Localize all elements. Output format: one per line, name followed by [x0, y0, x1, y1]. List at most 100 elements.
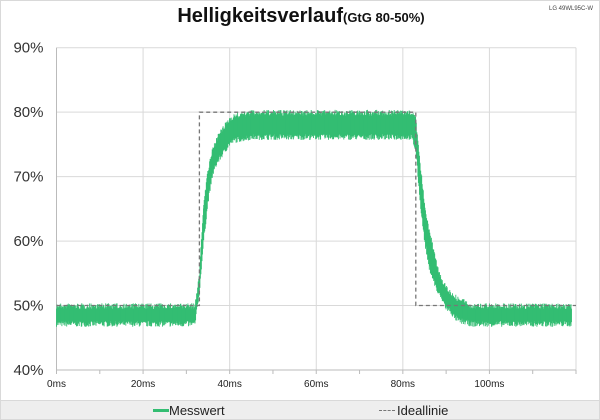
messwert-segment — [159, 303, 166, 327]
messwert-segment — [532, 303, 538, 327]
messwert-segment — [545, 303, 551, 327]
x-tick-label: 60ms — [304, 379, 328, 390]
messwert-segment — [103, 303, 109, 327]
messwert-segment — [276, 110, 282, 140]
messwert-segment — [194, 275, 200, 324]
messwert-segment — [437, 267, 443, 299]
messwert-segment — [454, 294, 460, 321]
y-tick-label: 80% — [13, 104, 43, 121]
messwert-segment — [510, 303, 516, 326]
messwert-segment — [168, 303, 174, 327]
title-sub: (GtG 80-50%) — [342, 10, 425, 25]
messwert-segment — [350, 110, 356, 139]
messwert-segment — [298, 110, 304, 140]
messwert-segment — [211, 138, 217, 178]
messwert-segment — [363, 109, 369, 140]
x-tick-label: 40ms — [217, 379, 241, 390]
messwert-segment — [77, 303, 83, 327]
messwert-segment — [56, 303, 62, 327]
messwert-segment — [108, 304, 114, 327]
messwert-segment — [155, 303, 161, 327]
messwert-segment — [142, 303, 148, 327]
messwert-segment — [281, 110, 287, 139]
series-ideallinie — [56, 111, 576, 307]
messwert-segment — [380, 110, 386, 140]
y-tick-label: 70% — [13, 169, 43, 186]
messwert-segment — [116, 303, 122, 326]
title-main: Helligkeitsverlauf — [177, 5, 343, 27]
messwert-segment — [337, 111, 343, 140]
messwert-segment — [90, 305, 96, 326]
messwert-segment — [549, 303, 555, 327]
messwert-segment — [523, 303, 529, 326]
legend-swatch-ideallinie — [379, 410, 395, 411]
messwert-segment — [341, 111, 347, 140]
messwert-segment — [263, 110, 269, 140]
messwert-segment — [99, 303, 105, 326]
ideallinie-line — [56, 111, 576, 307]
legend-label-ideallinie: Ideallinie — [397, 403, 449, 418]
messwert-segment — [354, 110, 360, 140]
messwert-segment — [86, 303, 92, 327]
y-tick-label: 40% — [13, 362, 43, 379]
messwert-segment — [346, 110, 352, 140]
messwert-segment — [411, 113, 417, 149]
legend-label-messwert: Messwert — [169, 403, 225, 418]
messwert-segment — [540, 303, 546, 327]
legend-swatch-messwert — [153, 409, 169, 412]
messwert-segment — [151, 304, 157, 327]
y-tick-label: 90% — [13, 40, 43, 57]
messwert-segment — [527, 303, 533, 327]
messwert-segment — [480, 304, 486, 327]
messwert-segment — [484, 303, 490, 327]
messwert-segment — [207, 149, 213, 202]
messwert-segment — [181, 304, 187, 327]
messwert-segment — [359, 110, 365, 139]
messwert-segment — [250, 110, 256, 140]
messwert-segment — [315, 110, 321, 140]
messwert-segment — [415, 121, 421, 201]
messwert-segment — [64, 303, 70, 327]
messwert-segment — [467, 304, 473, 327]
messwert-segment — [328, 110, 334, 140]
messwert-segment — [129, 303, 135, 327]
messwert-segment — [402, 111, 408, 140]
messwert-segment — [307, 110, 313, 140]
messwert-segment — [190, 303, 196, 325]
messwert-segment — [324, 111, 330, 140]
messwert-segment — [458, 299, 464, 324]
x-tick-label: 20ms — [131, 379, 155, 390]
messwert-segment — [398, 110, 404, 140]
messwert-segment — [553, 303, 559, 326]
messwert-segment — [185, 303, 191, 327]
messwert-segment — [233, 112, 239, 143]
messwert-segment — [488, 303, 495, 327]
tick-labels: 40% 50% 60% 70% 80% 90% 0ms 20ms 40ms 60ms 80ms 100… — [13, 40, 504, 390]
messwert-segment — [536, 303, 542, 326]
messwert-segment — [69, 304, 75, 325]
messwert-segment — [120, 303, 127, 325]
x-tick-label: 100ms — [474, 379, 504, 390]
messwert-segment — [514, 304, 520, 327]
messwert-segment — [493, 303, 499, 326]
messwert-segment — [272, 110, 278, 140]
messwert-segment — [220, 126, 226, 158]
x-tick-label: 0ms — [47, 379, 66, 390]
messwert-segment — [216, 129, 222, 163]
messwert-segment — [406, 110, 412, 140]
messwert-segment — [255, 111, 261, 140]
chart-title: Helligkeitsverlauf(GtG 80-50%) — [1, 5, 599, 28]
messwert-segment — [393, 110, 399, 140]
messwert-segment — [562, 304, 568, 326]
messwert-segment — [501, 303, 508, 326]
messwert-segment — [372, 109, 378, 140]
messwert-segment — [224, 118, 230, 152]
messwert-segment — [475, 303, 482, 327]
messwert-segment — [471, 304, 477, 327]
series-messwert — [56, 109, 572, 327]
messwert-segment — [203, 171, 209, 241]
messwert-segment — [82, 304, 88, 327]
messwert-segment — [385, 110, 391, 140]
legend-item-messwert: Messwert — [153, 403, 225, 418]
